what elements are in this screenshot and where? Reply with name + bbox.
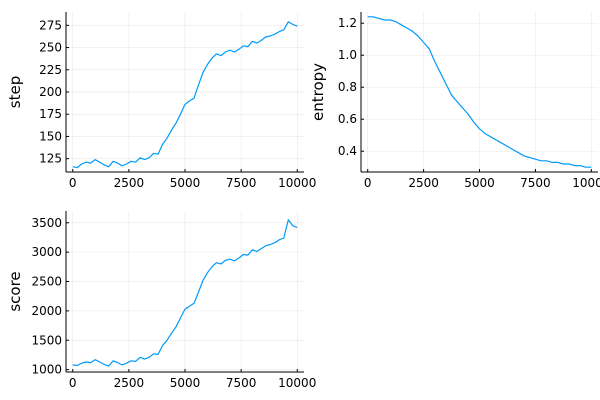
step-ytick-label-6: 275 <box>39 18 62 32</box>
step-ytick-label-0: 125 <box>39 152 62 166</box>
step-ytick-label-5: 250 <box>39 41 62 55</box>
entropy-xtick-label-1: 2500 <box>408 176 439 190</box>
subplot-entropy: 0 2500 5000 7500 10000 0.4 0.6 0.8 1.0 1.2 entropy <box>309 12 600 190</box>
entropy-xtick-label-2: 5000 <box>464 176 495 190</box>
subplot-score: 0 2500 5000 7500 10000 1000 1500 2000 2500 3000 35… <box>6 211 316 390</box>
step-ytick-label-1: 150 <box>39 129 62 143</box>
entropy-ylabel: entropy <box>309 63 327 121</box>
entropy-ytick-label-2: 0.8 <box>338 80 357 94</box>
step-xtick-label-4: 10000 <box>278 176 316 190</box>
score-ytick-label-5: 3500 <box>31 216 62 230</box>
step-ytick-label-3: 200 <box>39 85 62 99</box>
entropy-ytick-label-1: 0.6 <box>338 112 357 126</box>
step-xtick-label-1: 2500 <box>114 176 145 190</box>
score-ytick-label-4: 3000 <box>31 245 62 259</box>
entropy-ytick-label-0: 0.4 <box>338 144 357 158</box>
score-xtick-label-1: 2500 <box>114 376 145 390</box>
score-ylabel: score <box>6 271 24 311</box>
entropy-xtick-label-3: 7500 <box>520 176 551 190</box>
subplot-step: 0 2500 5000 7500 10000 125 150 175 200 225 250 275 s… <box>6 12 316 190</box>
step-xtick-label-0: 0 <box>69 176 77 190</box>
step-series-line-0 <box>72 21 298 169</box>
score-ytick-label-0: 1000 <box>31 363 62 377</box>
entropy-ytick-label-3: 1.0 <box>338 48 357 62</box>
score-xtick-label-3: 7500 <box>226 376 257 390</box>
score-xtick-label-0: 0 <box>69 376 77 390</box>
step-xtick-label-3: 7500 <box>226 176 257 190</box>
entropy-xtick-label-4: 10000 <box>572 176 600 190</box>
entropy-xtick-label-0: 0 <box>364 176 372 190</box>
step-ytick-label-4: 225 <box>39 63 62 77</box>
score-series-line-0 <box>72 219 298 367</box>
step-ytick-label-2: 175 <box>39 107 62 121</box>
entropy-ytick-label-4: 1.2 <box>338 16 357 30</box>
step-ylabel: step <box>6 76 24 108</box>
step-xtick-label-2: 5000 <box>170 176 201 190</box>
score-xtick-label-2: 5000 <box>170 376 201 390</box>
score-ytick-label-3: 2500 <box>31 275 62 289</box>
score-ytick-label-1: 1500 <box>31 333 62 347</box>
entropy-series-line-0 <box>367 16 592 168</box>
score-xtick-label-4: 10000 <box>278 376 316 390</box>
score-ytick-label-2: 2000 <box>31 304 62 318</box>
